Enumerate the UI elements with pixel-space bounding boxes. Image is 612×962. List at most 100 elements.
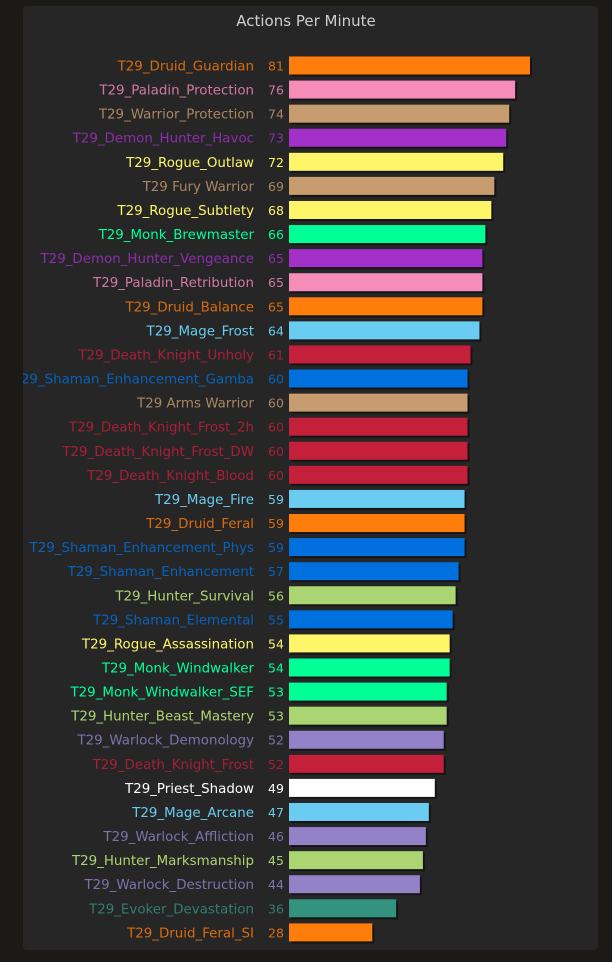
bar — [289, 610, 453, 629]
bar — [289, 851, 423, 870]
bar-label: T29_Death_Knight_Frost_2h — [68, 421, 254, 436]
bar — [289, 489, 465, 508]
bar-value-label: 49 — [268, 781, 284, 796]
bar-value-label: 72 — [268, 155, 284, 170]
bar-value-label: 54 — [268, 661, 284, 676]
bar-value-label: 52 — [268, 733, 284, 748]
bar-value-label: 52 — [268, 757, 284, 772]
bar-value-label: 47 — [268, 805, 284, 820]
bar-value-label: 64 — [268, 323, 284, 338]
bar-value-label: 65 — [268, 251, 284, 266]
bar-label: T29_Mage_Arcane — [131, 806, 254, 821]
bar — [289, 417, 468, 436]
bar-value-label: 60 — [268, 396, 284, 411]
bar — [289, 754, 444, 773]
bar — [289, 297, 483, 316]
bar-value-label: 59 — [268, 492, 284, 507]
bar-value-label: 59 — [268, 540, 284, 555]
bar — [289, 514, 465, 533]
bar-value-label: 76 — [268, 83, 284, 98]
bar — [289, 465, 468, 484]
bar-value-label: 53 — [268, 685, 284, 700]
bar — [289, 321, 480, 340]
bar — [289, 923, 373, 942]
bar-label: T29_Demon_Hunter_Havoc — [72, 132, 254, 147]
bar-label: T29 Fury Warrior — [142, 180, 255, 195]
bar-label: T29_Demon_Hunter_Vengeance — [40, 252, 255, 267]
bar-label: T29_Paladin_Retribution — [92, 276, 254, 291]
bar-label: T29_Monk_Windwalker — [101, 662, 255, 677]
bar-label: T29_Death_Knight_Blood — [86, 469, 254, 484]
bar-label: T29_Warrior_Protection — [98, 108, 254, 123]
bar-value-label: 57 — [268, 564, 284, 579]
bar — [289, 682, 447, 701]
bar — [289, 369, 468, 388]
bar-value-label: 73 — [268, 131, 284, 146]
bar-label: T29_Evoker_Devastation — [88, 902, 254, 917]
bar — [289, 706, 447, 725]
bar-value-label: 28 — [268, 925, 284, 940]
bar — [289, 586, 456, 605]
bar-label: T29_Mage_Fire — [154, 493, 254, 508]
bar-label: T29_Rogue_Outlaw — [125, 156, 254, 171]
bar-label: T29_Hunter_Survival — [114, 589, 254, 604]
bar — [289, 152, 504, 171]
bar-value-label: 53 — [268, 709, 284, 724]
bar — [289, 393, 468, 412]
bar-label: T29_Druid_Guardian — [117, 60, 254, 75]
bar-value-label: 81 — [268, 59, 284, 74]
bar — [289, 730, 444, 749]
bar — [289, 899, 397, 918]
bar — [289, 128, 507, 147]
bar-label: T29_Druid_Balance — [124, 300, 254, 315]
bar-label: T29_Death_Knight_Frost — [92, 758, 254, 773]
bar — [289, 200, 492, 219]
bar-label: T29_Rogue_Subtlety — [116, 204, 254, 219]
bar-value-label: 74 — [268, 107, 284, 122]
bar-value-label: 65 — [268, 275, 284, 290]
bar-value-label: 45 — [268, 853, 284, 868]
bar — [289, 176, 495, 195]
bar-label: T29_Death_Knight_Frost_DW — [61, 445, 254, 460]
bar-value-label: 60 — [268, 420, 284, 435]
bar-label: T29_Warlock_Destruction — [83, 878, 254, 893]
bar-value-label: 61 — [268, 347, 284, 362]
bar-label: T29_Druid_Feral — [145, 517, 254, 532]
bar-value-label: 36 — [268, 901, 284, 916]
bar-label: T29_Shaman_Elemental — [92, 613, 254, 628]
bar-label: T29 Arms Warrior — [136, 397, 254, 412]
bar-value-label: 46 — [268, 829, 284, 844]
bar — [289, 441, 468, 460]
bar-label: T29_Death_Knight_Unholy — [77, 348, 254, 363]
bar-value-label: 68 — [268, 203, 284, 218]
bar-label: T29_Paladin_Protection — [98, 84, 254, 99]
bar-value-label: 59 — [268, 516, 284, 531]
bar-label: T29_Warlock_Affliction — [102, 830, 254, 845]
bar-label: T29_Shaman_Enhancement — [67, 565, 254, 580]
bar-label: T29_Monk_Windwalker_SEF — [69, 686, 254, 701]
bar-value-label: 56 — [268, 588, 284, 603]
bar-label: T29_Hunter_Marksmanship — [71, 854, 254, 869]
bar-label: T29_Warlock_Demonology — [76, 734, 254, 749]
bar-label: T29_Mage_Frost — [146, 324, 254, 339]
bar-label: T29_Rogue_Assassination — [81, 637, 254, 652]
bar-label: T29_Druid_Feral_SI — [126, 926, 254, 941]
bar — [289, 80, 516, 99]
bar-value-label: 66 — [268, 227, 284, 242]
bar — [289, 56, 530, 75]
bar — [289, 273, 483, 292]
bar-value-label: 65 — [268, 299, 284, 314]
bar-value-label: 60 — [268, 444, 284, 459]
bar — [289, 249, 483, 268]
bar-label: T29_Shaman_Enhancement_Phys — [29, 541, 254, 556]
bar-value-label: 44 — [268, 877, 284, 892]
bar-label: T29_Hunter_Beast_Mastery — [70, 710, 254, 725]
bar-value-label: 55 — [268, 612, 284, 627]
chart-title: Actions Per Minute — [236, 12, 376, 30]
bar-label: 29_Shaman_Enhancement_Gamba — [21, 373, 254, 388]
bar-value-label: 69 — [268, 179, 284, 194]
bar — [289, 658, 450, 677]
bar-value-label: 60 — [268, 372, 284, 387]
bar — [289, 778, 435, 797]
